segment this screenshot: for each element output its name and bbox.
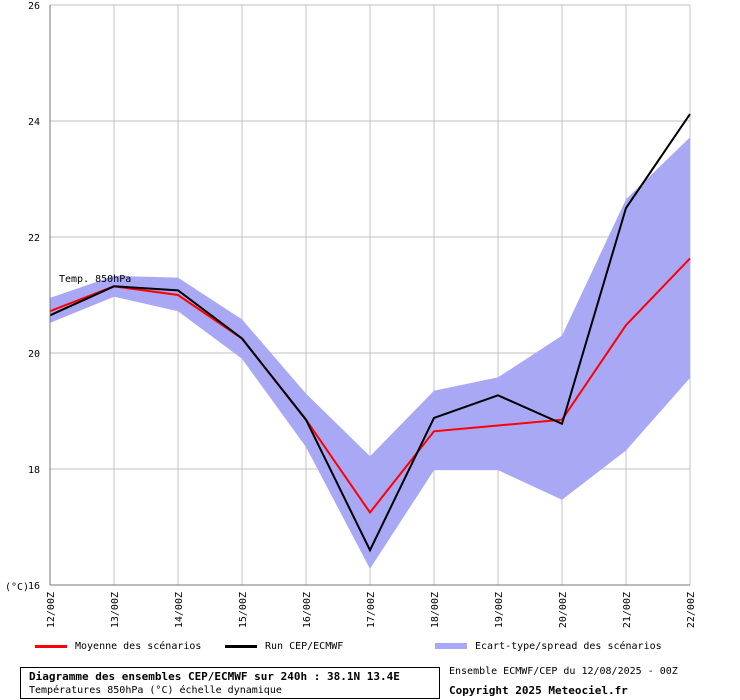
mean-series-line — [49, 257, 691, 515]
x-tick-label: 12/00Z — [46, 592, 57, 628]
legend-spread-swatch — [435, 643, 467, 649]
legend-mean: Moyenne des scénarios — [35, 637, 201, 655]
x-tick-label: 21/00Z — [622, 592, 633, 628]
y-tick-label: 18 — [28, 465, 40, 476]
run-series-line — [49, 113, 691, 553]
legend-run: Run CEP/ECMWF — [225, 637, 343, 655]
x-tick-label: 13/00Z — [110, 592, 121, 628]
run-info-block: Ensemble ECMWF/CEP du 12/08/2025 - 00Z C… — [449, 665, 678, 699]
series-annotation: Temp. 850hPa — [59, 274, 131, 285]
x-tick-label: 20/00Z — [558, 592, 569, 628]
y-tick-labels: 16 18 20 22 24 26 — [28, 1, 40, 592]
legend-mean-swatch — [35, 644, 67, 648]
x-tick-label: 22/00Z — [686, 592, 697, 628]
x-tick-label: 17/00Z — [366, 592, 377, 628]
y-axis-unit: (°C) — [5, 582, 29, 593]
legend-spread-label: Ecart-type/spread des scénarios — [475, 640, 662, 652]
chart-subtitle: Températures 850hPa (°C) échelle dynamiq… — [29, 685, 282, 696]
spread-area — [50, 137, 690, 569]
legend-spread: Ecart-type/spread des scénarios — [435, 637, 662, 655]
x-tick-label: 16/00Z — [302, 592, 313, 628]
legend-mean-label: Moyenne des scénarios — [75, 640, 202, 652]
y-tick-label: 26 — [28, 1, 40, 12]
legend-run-label: Run CEP/ECMWF — [265, 640, 344, 652]
copyright: Copyright 2025 Meteociel.fr — [449, 684, 628, 697]
chart-title: Diagramme des ensembles CEP/ECMWF sur 24… — [29, 670, 400, 683]
y-tick-label: 20 — [28, 349, 40, 360]
y-tick-label: 22 — [28, 233, 40, 244]
x-tick-label: 15/00Z — [238, 592, 249, 628]
x-tick-labels: 12/00Z 13/00Z 14/00Z 15/00Z 16/00Z 17/00Z 18/0… — [46, 592, 697, 628]
x-tick-label: 14/00Z — [174, 592, 185, 628]
chart-caption-box: Diagramme des ensembles CEP/ECMWF sur 24… — [20, 667, 440, 699]
run-info: Ensemble ECMWF/CEP du 12/08/2025 - 00Z — [449, 666, 678, 677]
y-tick-label: 16 — [28, 581, 40, 592]
x-tick-label: 19/00Z — [494, 592, 505, 628]
ensemble-chart: 16 18 20 22 24 26 12/00Z 13/00Z 14/00Z 15/00Z 16/… — [5, 1, 697, 628]
y-tick-label: 24 — [28, 117, 40, 128]
legend-run-swatch — [225, 644, 257, 648]
x-tick-label: 18/00Z — [430, 592, 441, 628]
